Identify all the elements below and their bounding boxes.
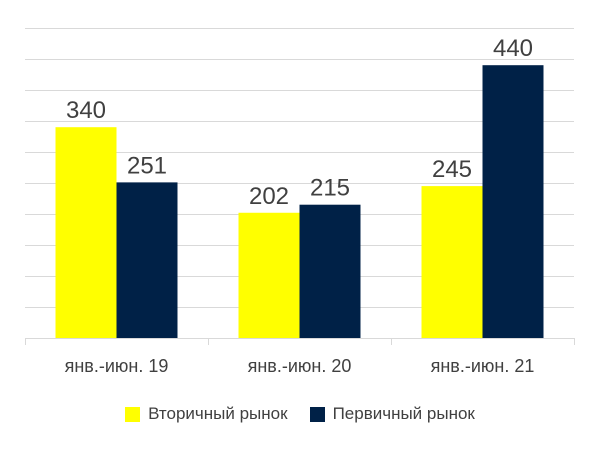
x-tick-label-1: янв.-июн. 19 — [65, 356, 169, 376]
x-tick-label-3: янв.-июн. 21 — [431, 356, 535, 376]
bar-primary-1 — [116, 182, 178, 338]
data-label-primary-3: 440 — [493, 35, 533, 62]
x-tick-label-2: янв.-июн. 20 — [248, 356, 352, 376]
legend-swatch-primary — [309, 406, 325, 422]
legend: Вторичный рынок Первичный рынок — [0, 404, 600, 424]
bars — [55, 65, 544, 338]
data-label-primary-2: 215 — [310, 175, 350, 202]
legend-item-secondary: Вторичный рынок — [125, 404, 288, 424]
bar-primary-2 — [299, 204, 361, 338]
bar-primary-3 — [482, 65, 544, 338]
bar-secondary-3 — [421, 186, 483, 338]
bar-secondary-1 — [55, 127, 117, 338]
data-label-secondary-2: 202 — [249, 183, 289, 210]
legend-label-secondary: Вторичный рынок — [148, 404, 288, 423]
data-labels: 340 251 202 215 245 440 — [66, 35, 533, 210]
legend-item-primary: Первичный рынок — [309, 404, 475, 424]
data-label-primary-1: 251 — [127, 152, 167, 179]
legend-label-primary: Первичный рынок — [332, 404, 475, 423]
legend-swatch-secondary — [125, 406, 141, 422]
data-label-secondary-3: 245 — [432, 156, 472, 183]
data-label-secondary-1: 340 — [66, 97, 106, 124]
bar-secondary-2 — [238, 212, 300, 338]
x-axis: янв.-июн. 19 янв.-июн. 20 янв.-июн. 21 — [25, 338, 575, 376]
